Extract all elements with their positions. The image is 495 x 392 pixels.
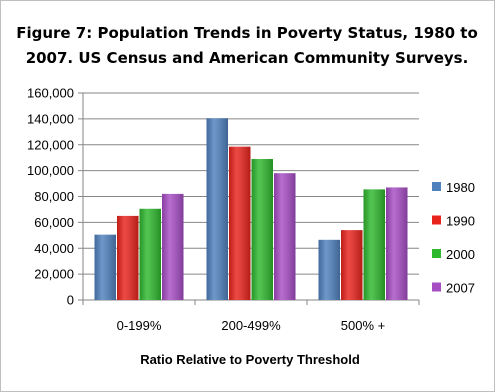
bar-shading — [139, 208, 161, 300]
y-tick-labels: 0 20,000 40,000 60,000 80,000 100,000 120,000 1… — [27, 86, 74, 308]
gridlines — [83, 92, 419, 275]
legend-swatch — [432, 282, 441, 292]
legend-label: 2007 — [446, 281, 475, 296]
bar-shading — [94, 234, 116, 300]
bar-shading — [229, 146, 251, 300]
bar-shading — [251, 158, 273, 300]
chart-title-line-2: 2007. US Census and American Community S… — [26, 49, 469, 67]
legend-swatch — [432, 215, 441, 225]
y-tick-label: 80,000 — [34, 189, 74, 204]
bar-shading — [274, 173, 296, 300]
axes — [78, 92, 420, 305]
bar-shading — [386, 187, 408, 300]
legend: 1980 1990 2000 2007 — [432, 180, 475, 296]
y-tick-label: 0 — [67, 293, 74, 308]
bar-shading — [162, 193, 184, 300]
bar-shading — [117, 215, 139, 300]
legend-label: 2000 — [446, 247, 475, 262]
y-tick-label: 100,000 — [27, 163, 74, 178]
y-tick-label: 160,000 — [27, 86, 74, 101]
bar-shading — [318, 239, 340, 300]
x-category-label: 500% + — [341, 318, 385, 333]
bar-shading — [206, 118, 228, 301]
x-category-label: 0-199% — [117, 318, 162, 333]
x-category-label: 200-499% — [221, 318, 281, 333]
bars — [94, 118, 408, 301]
bar-shading — [363, 189, 385, 300]
legend-swatch — [432, 182, 441, 191]
y-tick-label: 40,000 — [34, 241, 74, 256]
bar-shading — [341, 230, 363, 300]
legend-label: 1980 — [446, 180, 475, 195]
x-category-labels: 0-199% 200-499% 500% + — [117, 318, 386, 333]
y-tick-label: 120,000 — [27, 137, 74, 152]
legend-swatch — [432, 249, 441, 258]
x-axis-label: Ratio Relative to Poverty Threshold — [140, 352, 360, 367]
y-tick-label: 140,000 — [27, 111, 74, 126]
legend-label: 1990 — [446, 214, 475, 229]
y-tick-label: 20,000 — [34, 267, 74, 282]
chart-title-line-1: Figure 7: Population Trends in Poverty S… — [16, 24, 478, 42]
y-tick-label: 60,000 — [34, 215, 74, 230]
